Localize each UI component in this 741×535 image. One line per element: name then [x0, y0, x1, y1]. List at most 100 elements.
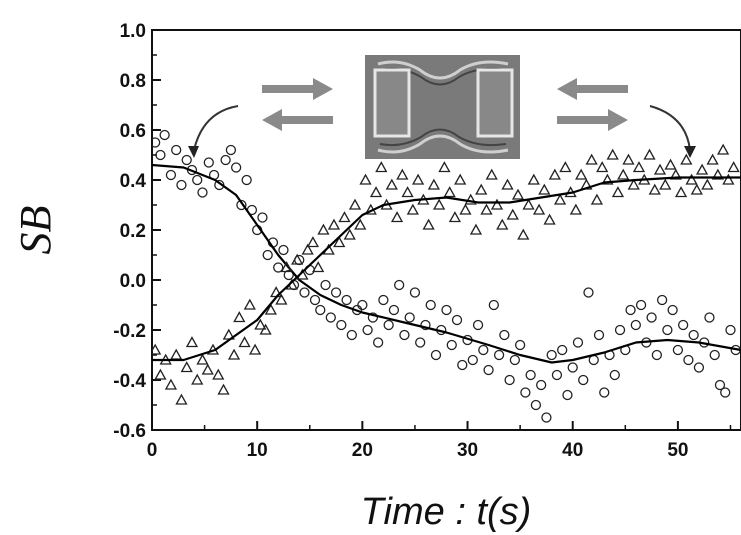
data-point-circle: [230, 162, 242, 173]
data-point-triangle: [338, 211, 351, 223]
data-point-circle: [283, 269, 294, 281]
data-point-triangle: [532, 203, 546, 215]
data-point-circle: [504, 374, 515, 386]
data-point-circle: [341, 294, 352, 306]
data-point-circle: [725, 324, 736, 336]
data-point-triangle: [443, 186, 456, 198]
data-point-circle: [493, 349, 505, 361]
data-point-circle: [176, 179, 187, 191]
data-point-circle: [181, 154, 192, 166]
data-point-triangle: [259, 323, 272, 335]
data-point-triangle: [590, 193, 604, 205]
y-tick-label: 0.2: [120, 221, 146, 242]
data-point-circle: [630, 319, 641, 331]
data-point-circle: [688, 329, 699, 341]
data-point-circle: [346, 329, 357, 341]
data-point-circle: [667, 304, 678, 316]
data-point-circle: [599, 387, 610, 398]
data-point-triangle: [643, 148, 656, 160]
data-point-triangle: [152, 343, 162, 355]
data-point-triangle: [511, 188, 525, 200]
inset-channel-top: [377, 60, 509, 80]
data-point-triangle: [291, 253, 304, 265]
data-point-triangle: [359, 173, 372, 185]
data-point-triangle: [659, 178, 672, 190]
data-point-triangle: [238, 336, 251, 348]
series-triangle: [152, 143, 741, 405]
x-axis-title: Time : t(s): [361, 491, 532, 533]
data-point-triangle: [496, 218, 509, 230]
data-point-triangle: [185, 336, 199, 348]
data-point-circle: [635, 299, 647, 311]
data-point-triangle: [385, 178, 398, 190]
x-tick-label: 10: [247, 440, 268, 461]
x-tick-label: 40: [562, 440, 583, 461]
data-point-triangle: [280, 261, 293, 273]
inset-channel-bottom-inner: [379, 128, 507, 147]
data-point-circle: [583, 287, 594, 298]
data-point-triangle: [233, 311, 246, 323]
data-point-triangle: [648, 183, 661, 195]
data-point-triangle: [301, 243, 314, 255]
data-point-triangle: [622, 153, 635, 165]
data-point-triangle: [527, 173, 540, 185]
data-point-triangle: [517, 228, 530, 240]
data-point-triangle: [653, 163, 667, 175]
data-point-triangle: [685, 173, 698, 185]
data-point-circle: [488, 299, 499, 311]
data-point-circle: [530, 399, 542, 411]
pointer-arrowhead-icon: [188, 146, 199, 158]
data-point-triangle: [680, 153, 693, 165]
data-point-triangle: [375, 161, 388, 173]
data-point-triangle: [164, 378, 178, 390]
data-point-circle: [241, 174, 252, 186]
device-inset: [188, 55, 696, 159]
inset-channel-bottom: [377, 134, 509, 154]
data-point-circle: [546, 349, 557, 361]
data-point-circle: [388, 304, 400, 316]
data-point-circle: [203, 157, 214, 168]
data-point-triangle: [427, 178, 440, 190]
data-point-triangle: [369, 186, 383, 198]
data-point-triangle: [196, 353, 209, 365]
data-point-circle: [562, 389, 573, 401]
data-point-circle: [430, 349, 442, 361]
data-point-triangle: [390, 211, 404, 223]
data-point-circle: [192, 174, 203, 186]
data-point-triangle: [601, 173, 614, 185]
data-point-circle: [225, 144, 237, 156]
data-point-circle: [171, 144, 182, 156]
data-point-triangle: [717, 143, 730, 155]
data-point-circle: [362, 324, 373, 336]
data-point-circle: [662, 324, 673, 336]
data-point-triangle: [627, 178, 640, 190]
data-point-triangle: [501, 178, 514, 190]
arrow-left-icon: [557, 78, 628, 100]
data-point-triangle: [201, 363, 214, 375]
data-point-triangle: [243, 298, 256, 310]
data-point-triangle: [543, 213, 556, 225]
data-point-circle: [152, 137, 161, 148]
data-point-circle: [378, 294, 389, 306]
data-point-circle: [197, 187, 208, 198]
data-point-circle: [509, 354, 521, 366]
data-point-circle: [714, 379, 726, 391]
data-point-triangle: [575, 168, 588, 180]
data-point-circle: [257, 212, 268, 223]
data-point-circle: [299, 287, 310, 298]
x-tick-label: 0: [147, 440, 158, 461]
data-point-triangle: [632, 161, 646, 173]
data-point-circle: [394, 279, 405, 291]
data-point-triangle: [490, 198, 504, 210]
arrow-right-icon: [262, 78, 333, 100]
data-point-triangle: [343, 228, 356, 240]
data-point-circle: [557, 344, 568, 356]
data-point-triangle: [559, 161, 572, 173]
pointer-arrow-icon: [649, 105, 691, 151]
data-point-triangle: [406, 203, 419, 215]
data-point-circle: [262, 249, 273, 261]
arrow-left-icon: [262, 109, 333, 131]
data-point-circle: [672, 344, 684, 356]
y-tick-label: 0.8: [120, 71, 146, 92]
data-point-circle: [399, 329, 410, 341]
